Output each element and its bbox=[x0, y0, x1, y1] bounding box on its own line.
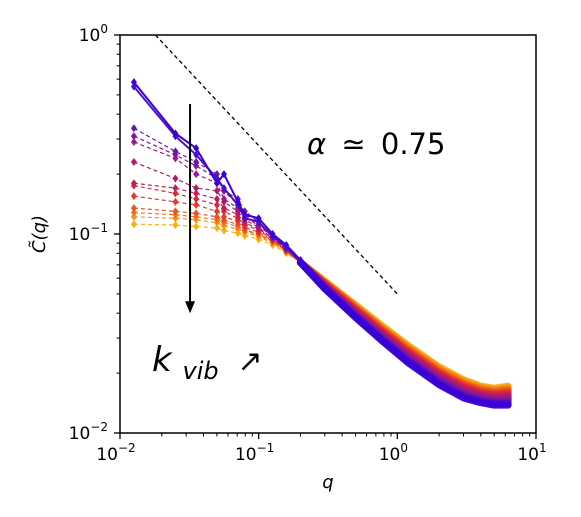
data-point bbox=[130, 137, 137, 146]
increase-arrow-icon: ↗ bbox=[237, 344, 262, 379]
data-point bbox=[130, 220, 137, 229]
data-point bbox=[130, 179, 137, 188]
data-point bbox=[193, 150, 200, 159]
data-point bbox=[130, 212, 137, 221]
x-tick-label: 10−2 bbox=[96, 441, 135, 465]
series-line-tail bbox=[296, 258, 512, 409]
y-tick-label: 100 bbox=[79, 22, 108, 46]
reference-dashed-line bbox=[154, 34, 398, 295]
data-point bbox=[220, 204, 227, 213]
data-point bbox=[220, 194, 227, 203]
data-point bbox=[220, 170, 227, 179]
data-point bbox=[213, 194, 220, 203]
x-tick-label: 100 bbox=[379, 441, 408, 465]
data-point bbox=[220, 184, 227, 193]
k-symbol: k bbox=[152, 340, 173, 380]
data-point bbox=[255, 214, 262, 223]
data-point bbox=[130, 132, 137, 141]
x-tick-label: 10−1 bbox=[235, 441, 274, 465]
y-axis-label: C̃(q) bbox=[29, 215, 50, 253]
data-point bbox=[130, 78, 137, 87]
down-arrow bbox=[185, 104, 196, 314]
data-point bbox=[172, 207, 179, 216]
series-layer bbox=[130, 78, 512, 409]
data-point bbox=[130, 208, 137, 217]
data-point bbox=[241, 210, 248, 219]
data-point bbox=[193, 189, 200, 198]
data-point bbox=[269, 230, 276, 238]
data-point bbox=[193, 170, 200, 179]
y-tick-label: 10−2 bbox=[69, 420, 108, 444]
data-point bbox=[220, 212, 227, 221]
k-vib-annotation: k vib ↗ bbox=[152, 340, 263, 388]
svg-text:k vib ↗: k vib ↗ bbox=[152, 340, 263, 388]
vib-subscript: vib bbox=[183, 357, 219, 385]
data-point bbox=[213, 200, 220, 209]
data-point bbox=[193, 200, 200, 209]
data-point bbox=[213, 186, 220, 195]
data-point bbox=[172, 220, 179, 229]
data-point bbox=[193, 194, 200, 203]
series-line-tail bbox=[296, 258, 512, 392]
data-point bbox=[213, 207, 220, 216]
data-point bbox=[172, 174, 179, 183]
series-line-tail bbox=[296, 258, 512, 394]
series-line-tail bbox=[296, 258, 512, 395]
y-tick-label: 10−1 bbox=[69, 221, 108, 245]
x-axis-label: q bbox=[322, 472, 333, 493]
data-point bbox=[234, 229, 241, 238]
data-point bbox=[193, 158, 200, 167]
data-point bbox=[193, 184, 200, 193]
alpha-annotation: α ≃ 0.75 bbox=[307, 127, 445, 161]
data-point bbox=[193, 222, 200, 231]
data-point bbox=[172, 129, 179, 138]
data-point bbox=[193, 209, 200, 218]
data-point bbox=[213, 224, 220, 233]
data-point bbox=[172, 147, 179, 156]
data-point bbox=[220, 226, 227, 235]
reference-line-layer bbox=[154, 34, 398, 295]
data-point bbox=[234, 197, 241, 206]
data-point bbox=[172, 189, 179, 198]
data-point bbox=[130, 192, 137, 201]
data-point bbox=[283, 241, 290, 250]
data-point bbox=[193, 144, 200, 153]
data-point bbox=[213, 179, 220, 188]
x-tick-label: 101 bbox=[517, 441, 546, 465]
data-point bbox=[172, 197, 179, 206]
data-point bbox=[172, 184, 179, 193]
data-point bbox=[130, 124, 137, 133]
ticks-layer: 10−2 10−1 100 101 10−2 10−1 100 bbox=[69, 22, 547, 465]
data-point bbox=[213, 212, 220, 221]
data-point bbox=[130, 204, 137, 213]
arrow-head bbox=[185, 301, 196, 314]
data-point bbox=[130, 158, 137, 167]
